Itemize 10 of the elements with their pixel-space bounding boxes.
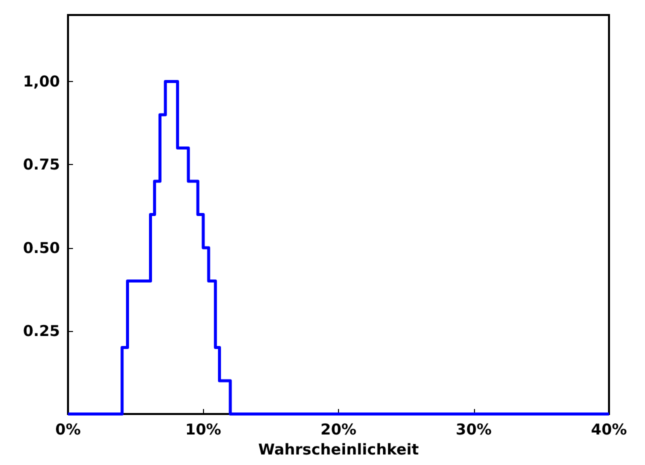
y-tick-label: 0.50 [22,238,60,257]
x-tick-label: 10% [185,420,222,438]
x-axis-title: Wahrscheinlichkeit [258,440,419,458]
x-tick-label: 30% [456,420,492,438]
y-tick-label: 1,00 [22,72,60,90]
y-tick-label: 0.75 [22,156,60,174]
x-tick-label: 20% [320,420,356,438]
y-tick-label: 0.25 [22,322,60,340]
x-tick-label: 0% [55,420,81,438]
x-tick-label: 40% [591,420,627,438]
